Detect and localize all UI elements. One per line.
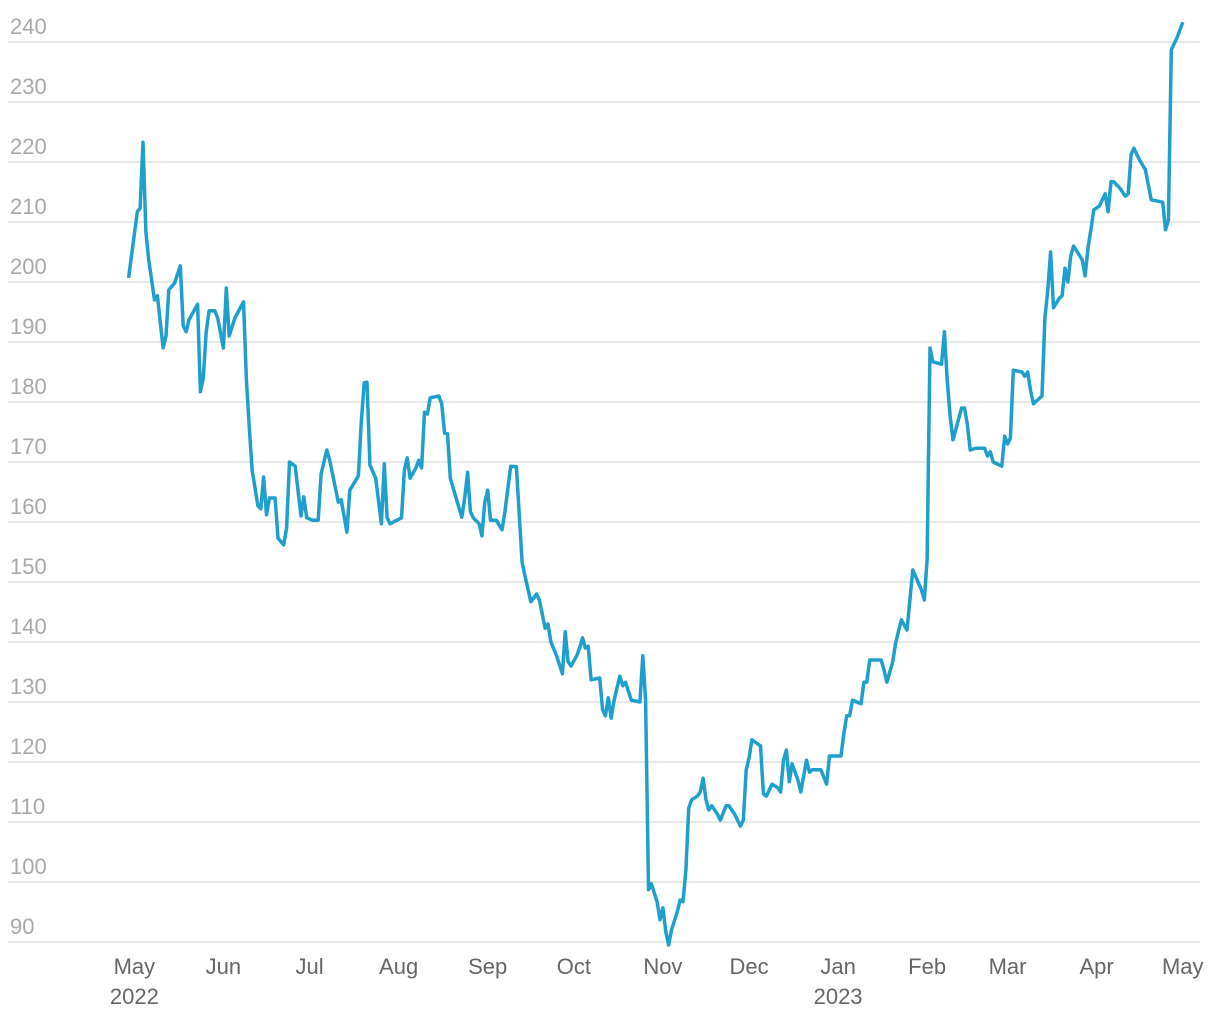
y-tick-label: 180 (10, 374, 47, 399)
x-tick-label: Aug (379, 954, 419, 979)
y-tick-label: 220 (10, 134, 47, 159)
x-tick-label: Jun (205, 954, 242, 979)
y-tick-label: 170 (10, 434, 47, 459)
x-tick-label: Mar (988, 954, 1027, 979)
y-tick-label: 100 (10, 854, 47, 879)
y-tick-label: 150 (10, 554, 47, 579)
x-tick-label: Jul (295, 954, 324, 979)
y-tick-label: 210 (10, 194, 47, 219)
y-tick-label: 90 (10, 914, 34, 939)
line (126, 21, 1185, 947)
y-tick-label: 200 (10, 254, 47, 279)
y-tick-label: 160 (10, 494, 47, 519)
x-tick-label: Jan 2023 (813, 954, 863, 1009)
y-tick-label: 230 (10, 74, 47, 99)
x-tick-label: Oct (556, 954, 591, 979)
x-tick-label: May (1161, 954, 1204, 979)
y-tick-label: 190 (10, 314, 47, 339)
y-tick-label: 110 (10, 794, 45, 819)
y-tick-label: 240 (10, 14, 47, 39)
y-tick-label: 120 (10, 734, 47, 759)
x-tick-label: Feb (908, 954, 947, 979)
x-tick-label: Sep (468, 954, 508, 979)
x-tick-label: Apr (1079, 954, 1114, 979)
y-tick-label: 140 (10, 614, 47, 639)
x-tick-label: Nov (643, 954, 683, 979)
x-tick-label: May 2022 (109, 954, 159, 1009)
y-tick-label: 130 (10, 674, 47, 699)
x-tick-label: Dec (729, 954, 769, 979)
